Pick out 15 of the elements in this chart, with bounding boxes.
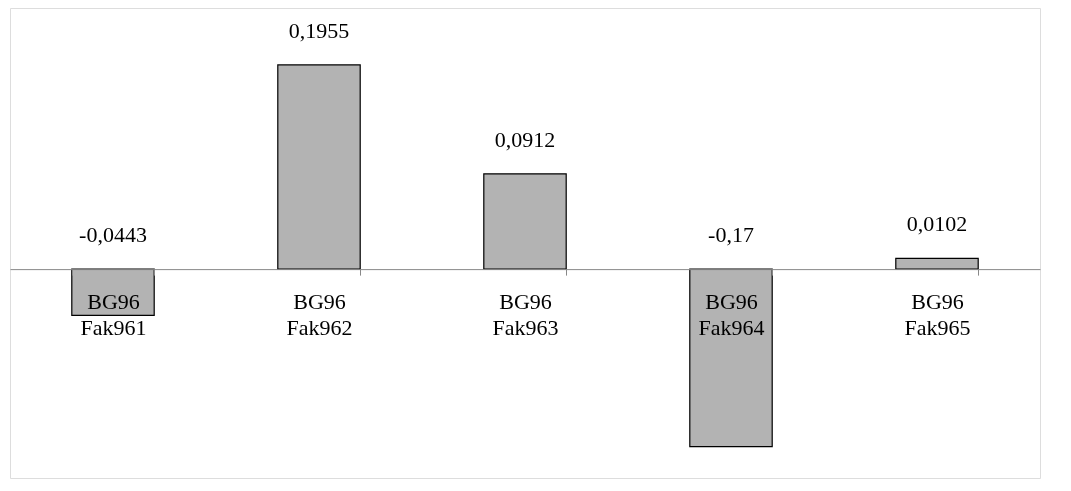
bar xyxy=(895,257,979,270)
x-tick-label: BG96 Fak965 xyxy=(904,288,971,340)
bar xyxy=(277,64,361,270)
x-tick-label: BG96 Fak961 xyxy=(80,288,147,340)
x-tick-label: BG96 Fak963 xyxy=(492,288,559,340)
data-label: 0,0102 xyxy=(906,211,968,237)
bar xyxy=(71,268,155,316)
data-label: -0,17 xyxy=(708,222,754,248)
data-label: 0,1955 xyxy=(288,17,350,43)
bar xyxy=(483,173,567,270)
data-label: 0,0912 xyxy=(494,126,556,152)
bar xyxy=(689,268,773,448)
data-label: -0,0443 xyxy=(79,222,147,248)
x-tick-label: BG96 Fak964 xyxy=(698,288,765,340)
x-tick-label: BG96 Fak962 xyxy=(286,288,353,340)
